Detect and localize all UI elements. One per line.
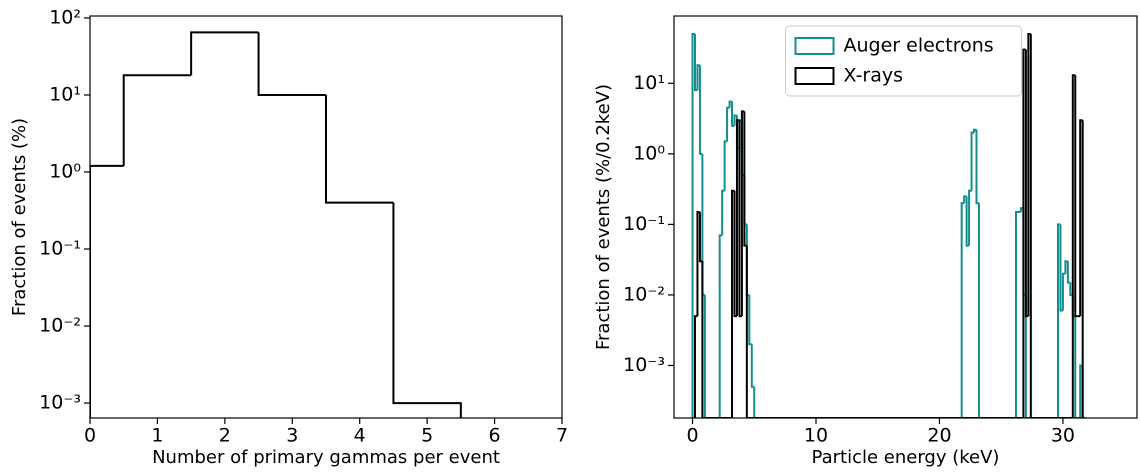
histogram-bin [965, 196, 970, 247]
histogram-bin [718, 234, 723, 418]
y-tick-label: 10² [49, 6, 81, 28]
legend-swatch [794, 67, 835, 85]
histogram-bin [122, 74, 192, 166]
histogram-bin [703, 294, 720, 418]
histogram-bin [257, 32, 326, 96]
histogram-bin [960, 202, 965, 418]
x-tick-label: 3 [286, 425, 298, 447]
histogram-bin [748, 294, 752, 346]
x-tick-label: 20 [927, 425, 951, 447]
histogram-bin [738, 120, 742, 318]
histogram-bin [1024, 294, 1058, 418]
plot-area [90, 31, 462, 418]
legend-label: X-rays [844, 65, 904, 87]
y-tick-label: 10⁰ [49, 160, 81, 182]
x-tick-label: 10 [804, 425, 828, 447]
histogram-bin [726, 106, 730, 142]
legend-box [785, 25, 1022, 97]
x-axis-label: Number of primary gammas per event [152, 447, 500, 468]
legend-swatch [794, 37, 835, 55]
axes-frame [89, 15, 563, 419]
histogram-bin [392, 202, 462, 418]
y-tick-label: 10⁰ [633, 142, 665, 164]
histogram-bin [977, 203, 1016, 418]
histogram-bin [1015, 210, 1019, 418]
histogram-bin [1056, 223, 1061, 418]
histogram-bin [975, 129, 979, 205]
histogram-bin [733, 114, 737, 126]
x-tick-label: 30 [1051, 425, 1075, 447]
x-tick-label: 5 [421, 425, 433, 447]
y-tick-label: 10⁻¹ [623, 213, 665, 235]
x-tick-label: 7 [556, 425, 568, 447]
histogram-bin [1066, 261, 1071, 284]
histogram-bin [1024, 49, 1029, 318]
histogram-bin [750, 344, 755, 388]
y-tick-label: 10⁻² [623, 283, 665, 305]
histogram-bin [325, 94, 394, 204]
histogram-bin [1074, 316, 1081, 418]
x-tick-label: 2 [219, 425, 231, 447]
y-tick-label: 10⁻³ [39, 392, 81, 414]
histogram-bin [753, 386, 962, 418]
x-tick-label: 4 [354, 425, 366, 447]
histogram-bin [723, 140, 728, 191]
histogram-bin [973, 128, 977, 133]
histogram-bin [968, 189, 972, 246]
histogram-bin [963, 195, 967, 204]
axes-frame [673, 15, 1138, 419]
y-tick-label: 10⁻² [39, 315, 81, 337]
histogram-bin [1074, 75, 1078, 318]
histogram-bin [1061, 272, 1066, 311]
histogram-bin [733, 190, 737, 318]
histogram-bin [970, 131, 975, 191]
x-tick-label: 0 [84, 425, 96, 447]
histogram-bin [1029, 34, 1034, 418]
histogram-bin [698, 65, 703, 155]
y-axis-label: Fraction of events (%) [9, 118, 30, 316]
histogram-bin [190, 31, 259, 76]
x-tick-label: 6 [489, 425, 501, 447]
histogram-bin [696, 210, 700, 317]
y-tick-label: 10⁻³ [623, 354, 665, 376]
y-tick-label: 10¹ [49, 83, 81, 105]
x-tick-label: 1 [151, 425, 163, 447]
plot-area [691, 33, 1086, 418]
x-tick-label: 0 [686, 425, 698, 447]
histogram-bin [701, 261, 705, 418]
histogram-bin [1071, 74, 1076, 418]
y-tick-label: 10¹ [633, 72, 665, 94]
legend-label: Auger electrons [844, 35, 994, 57]
y-tick-label: 10⁻¹ [39, 238, 81, 260]
y-axis-label: Fraction of events (%/0.2keV) [593, 84, 614, 350]
histogram-bin [1059, 224, 1063, 312]
histogram-bin [90, 164, 124, 418]
histogram-bin [745, 245, 1024, 418]
x-axis-label: Particle energy (keV) [812, 447, 1000, 468]
histogram-bin [721, 189, 725, 236]
histogram-bin [693, 315, 698, 418]
histogram-bin [1081, 120, 1086, 418]
